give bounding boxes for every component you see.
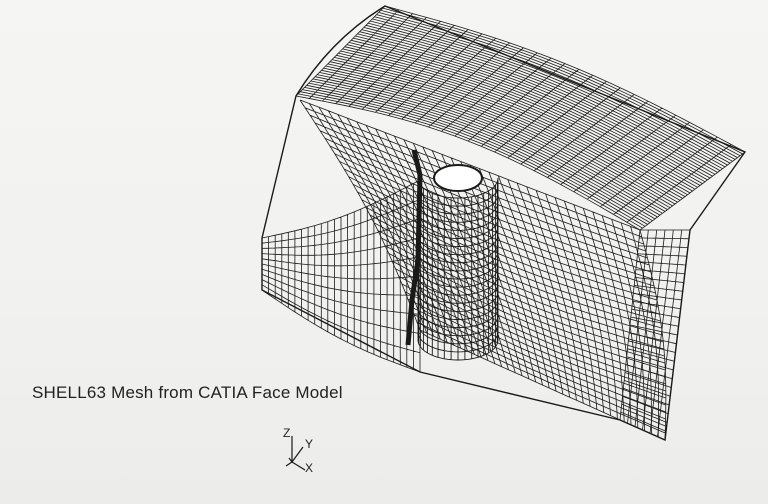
mesh-seam [405,149,423,346]
axis-x-label: X [305,461,314,475]
axis-triad [285,436,306,471]
mesh-surface [261,5,747,442]
hole-ellipse [433,164,483,192]
figure-caption: SHELL63 Mesh from CATIA Face Model [32,383,343,402]
boss-hole [433,164,483,192]
mesh-outline [261,5,747,442]
mesh-front-panel [299,99,667,441]
triad-arrows [285,436,306,471]
mesh-left-flange [261,179,421,373]
axis-z-label: Z [283,426,291,440]
mesh-back-wall [295,5,746,231]
axis-y-label: Y [305,437,314,451]
